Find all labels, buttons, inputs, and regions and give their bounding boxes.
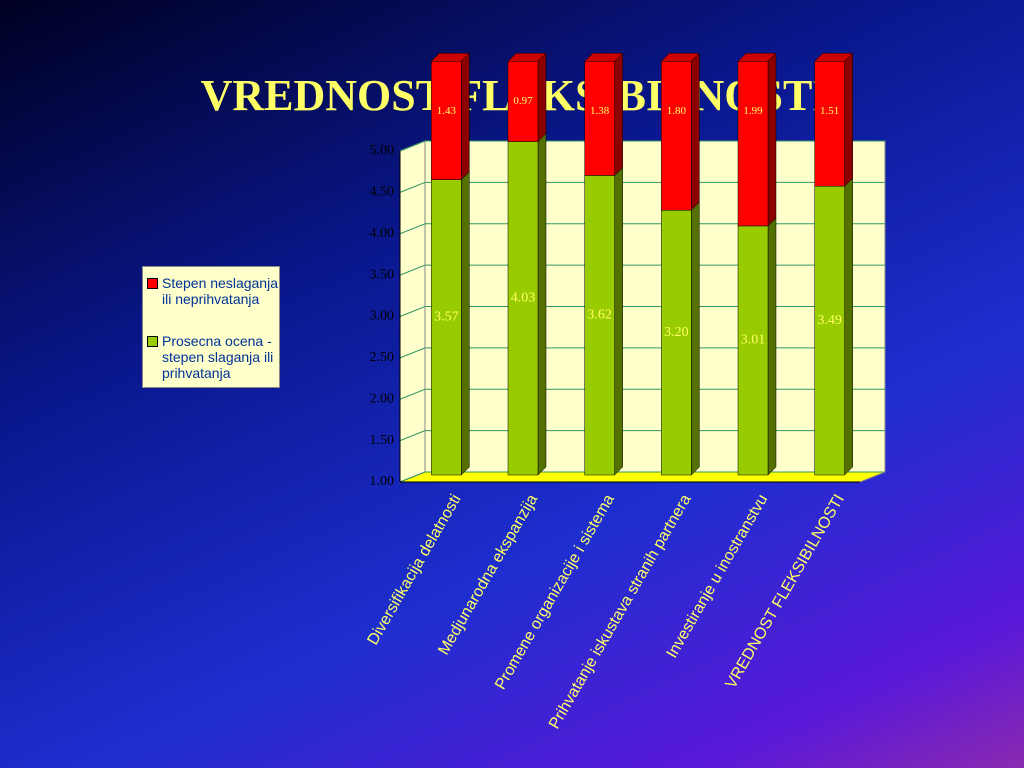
- grid-line: [399, 264, 885, 276]
- legend-swatch: [147, 278, 158, 289]
- legend-item: Stepen neslaganja ili neprihvatanja: [147, 275, 279, 307]
- bar-side: [461, 170, 470, 476]
- grid-line: [399, 388, 885, 400]
- bar-side: [614, 52, 623, 177]
- x-tick-label: Prihvatanje iskustava stranih partnera: [546, 492, 695, 732]
- grid-line: [399, 471, 885, 483]
- y-tick-label: 5.00: [370, 143, 395, 158]
- bar-top: [660, 53, 700, 62]
- bar: [661, 61, 692, 211]
- value-label: 3.57: [434, 310, 459, 325]
- value-label: 4.03: [511, 290, 536, 305]
- y-tick-label: 3.50: [370, 267, 395, 282]
- bar: [737, 61, 769, 227]
- value-label: 1.51: [820, 105, 839, 117]
- bar-top: [737, 53, 777, 62]
- legend-label: Stepen neslaganja ili neprihvatanja: [162, 275, 278, 307]
- bar: [507, 141, 539, 476]
- bar-side: [691, 52, 700, 211]
- bar-top: [584, 53, 624, 62]
- bar: [814, 61, 845, 187]
- y-tick-label: 4.50: [370, 185, 395, 200]
- grid-line: [399, 223, 885, 235]
- grid-line: [399, 140, 885, 152]
- y-tick-label: 2.50: [370, 350, 395, 365]
- y-tick-label: 1.00: [370, 474, 395, 489]
- value-label: 3.01: [741, 333, 766, 348]
- grid-line: [399, 306, 885, 317]
- legend-swatch: [147, 336, 158, 347]
- value-label: 1.99: [743, 105, 763, 117]
- bar-top: [507, 53, 547, 62]
- value-label: 1.38: [590, 105, 610, 117]
- bar-side: [461, 52, 470, 181]
- y-tick-label: 2.00: [370, 391, 395, 406]
- grid-line: [399, 181, 885, 193]
- bar: [814, 185, 845, 476]
- y-tick-label: 4.00: [370, 226, 395, 241]
- y-tick-label: 1.50: [370, 433, 395, 448]
- value-label: 1.43: [437, 105, 457, 117]
- bar-top: [430, 53, 470, 62]
- legend: Stepen neslaganja ili neprihvatanja Prose…: [142, 266, 280, 388]
- bar: [661, 209, 692, 476]
- value-label: 3.20: [664, 325, 689, 340]
- y-tick-label: 3.00: [370, 309, 395, 324]
- value-label: 1.80: [667, 105, 687, 117]
- legend-item: Prosecna ocena - stepen slaganja ili pri…: [147, 333, 279, 381]
- bar-side: [767, 217, 777, 476]
- floor: [399, 471, 886, 483]
- legend-label: Prosecna ocena - stepen slaganja ili pri…: [162, 333, 274, 381]
- value-label: 3.49: [817, 313, 842, 328]
- bar: [737, 225, 769, 476]
- bar: [584, 175, 615, 476]
- bar: [507, 61, 539, 142]
- value-label: 0.97: [513, 95, 533, 107]
- bar: [431, 61, 462, 180]
- bar-top: [814, 53, 854, 62]
- bar: [431, 179, 462, 476]
- bar-side: [844, 177, 853, 476]
- bar-side: [691, 201, 700, 476]
- bar-side: [537, 52, 547, 143]
- value-label: 3.62: [587, 307, 612, 322]
- bar-side: [614, 166, 623, 476]
- bar-side: [537, 132, 547, 476]
- bar-side: [844, 52, 853, 187]
- bar: [584, 61, 615, 176]
- grid-line: [399, 430, 885, 442]
- grid-line: [399, 347, 885, 359]
- bar-side: [767, 52, 777, 227]
